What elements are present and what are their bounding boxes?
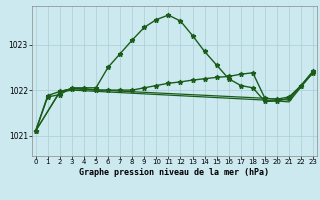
X-axis label: Graphe pression niveau de la mer (hPa): Graphe pression niveau de la mer (hPa) bbox=[79, 168, 269, 177]
